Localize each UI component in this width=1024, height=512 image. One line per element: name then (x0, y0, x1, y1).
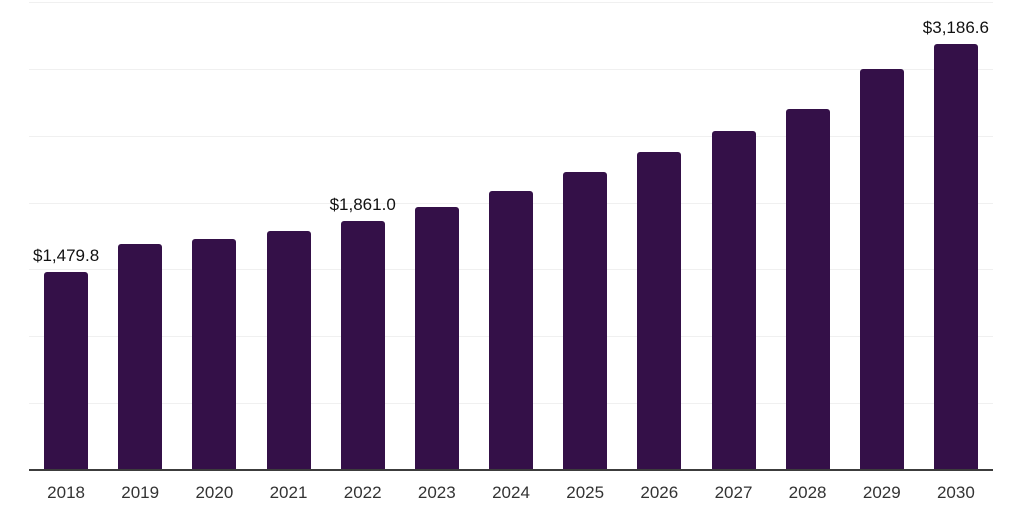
bar-2023 (414, 207, 459, 470)
gridline-3500 (29, 2, 993, 3)
x-tick-label-2027: 2027 (714, 483, 753, 502)
x-tick-label-2029: 2029 (862, 483, 901, 502)
bar-2026 (637, 152, 682, 470)
x-tick-label-2018: 2018 (47, 483, 86, 502)
bar-2020 (192, 239, 237, 470)
x-tick-label-2020: 2020 (195, 483, 234, 502)
value-label-2018: $1,479.8 (33, 246, 100, 266)
bar-2029 (859, 69, 904, 470)
bar-2024 (489, 191, 533, 470)
bar-2030 (933, 43, 978, 470)
x-tick-label-2022: 2022 (343, 483, 382, 502)
x-tick-label-2023: 2023 (417, 483, 456, 502)
x-tick-label-2026: 2026 (640, 483, 679, 502)
x-axis-line (29, 469, 993, 471)
x-tick-label-2021: 2021 (269, 483, 308, 502)
gridline-3000 (29, 68, 993, 70)
bar-2025 (563, 172, 608, 470)
bar-2019 (118, 244, 163, 470)
bar-2018 (44, 272, 89, 470)
value-label-2030: $3,186.6 (922, 17, 989, 37)
x-tick-label-2024: 2024 (492, 483, 530, 502)
x-tick-label-2028: 2028 (788, 483, 827, 502)
bar-2027 (711, 131, 756, 470)
x-tick-label-2019: 2019 (121, 483, 160, 502)
x-tick-label-2025: 2025 (566, 483, 605, 502)
gridline-2500 (29, 135, 993, 137)
bar-2021 (266, 231, 311, 470)
bar-2028 (785, 109, 830, 470)
value-label-2022: $1,861.0 (329, 195, 396, 215)
bar-2022 (340, 221, 385, 470)
x-tick-label-2030: 2030 (936, 483, 975, 502)
